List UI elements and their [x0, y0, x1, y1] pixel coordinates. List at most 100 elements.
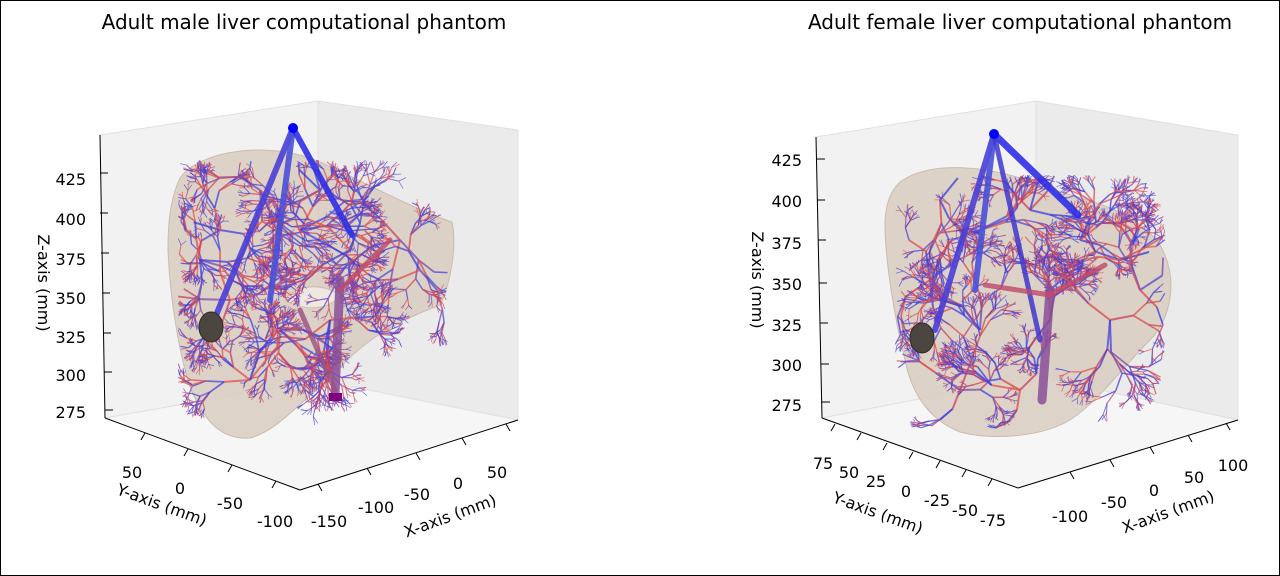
vessel-segment — [190, 235, 192, 244]
vessel-segment — [317, 338, 329, 347]
vessel-segment — [305, 260, 311, 263]
vessel-segment — [346, 178, 358, 187]
vessel-segment — [323, 386, 327, 397]
vessel-segment — [348, 202, 364, 206]
vessel-segment — [324, 278, 329, 283]
vessel-segment — [290, 272, 298, 276]
vessel-segment — [246, 332, 252, 335]
z-tick-label: 350 — [55, 289, 86, 308]
vessel-segment — [210, 218, 215, 222]
vessel-segment — [403, 298, 409, 305]
vessel-segment — [202, 222, 208, 227]
vessel-segment — [328, 267, 333, 270]
vessel-segment — [313, 197, 321, 202]
vessel-segment — [309, 378, 311, 385]
vessel-segment — [335, 192, 341, 200]
vessel-segment — [342, 362, 345, 369]
vessel-segment — [334, 220, 341, 226]
vessel-segment — [297, 391, 302, 396]
vessel-segment — [210, 170, 215, 172]
vessel-segment — [269, 204, 273, 209]
vessel-segment — [356, 276, 361, 284]
vessel-segment — [178, 327, 183, 333]
vessel-segment — [251, 273, 259, 277]
vessel-segment — [390, 321, 393, 325]
vessel-segment — [307, 294, 312, 298]
vessel-segment — [299, 215, 328, 231]
vessel-segment — [306, 378, 311, 383]
vessel-segment — [314, 373, 319, 378]
vessel-segment — [363, 218, 373, 227]
vessel-segment — [347, 183, 355, 192]
vessel-segment — [351, 254, 358, 260]
vessel-segment — [241, 268, 245, 273]
vessel-segment — [393, 317, 397, 323]
vessel-segment — [363, 225, 375, 232]
vessel-segment — [325, 227, 333, 232]
vessel-segment — [197, 163, 200, 170]
vessel-segment — [269, 236, 273, 239]
vessel-segment — [323, 218, 332, 222]
z-axis-line — [99, 134, 106, 419]
vessel-segment — [370, 294, 375, 304]
vessel-segment — [330, 271, 335, 275]
vessel-segment — [375, 228, 382, 235]
vessel-segment — [327, 402, 329, 409]
vessel-segment — [314, 377, 319, 381]
vessel-segment — [354, 172, 358, 187]
vessel-segment — [294, 184, 302, 190]
vessel-segment — [353, 164, 357, 172]
vessel-segment — [363, 269, 372, 272]
vessel-segment — [186, 341, 192, 344]
vessel-segment — [287, 267, 295, 270]
vessel-segment — [329, 240, 336, 247]
vessel-segment — [398, 340, 403, 348]
vessel-segment — [380, 293, 384, 305]
vessel-segment — [323, 246, 331, 248]
vessel-segment — [320, 270, 326, 273]
vessel-segment — [366, 162, 371, 171]
vessel-segment — [196, 358, 202, 367]
vessel-segment — [379, 176, 389, 180]
vessel-segment — [356, 161, 359, 167]
vessel-segment — [255, 300, 257, 306]
vessel-segment — [308, 391, 313, 397]
vessel-segment — [342, 342, 347, 344]
vessel-segment — [391, 321, 395, 327]
vessel-segment — [346, 238, 350, 244]
vessel-segment — [249, 390, 255, 394]
vessel-segment — [400, 320, 404, 325]
z-tick-label: 425 — [55, 170, 86, 189]
vessel-segment — [247, 344, 255, 348]
vessel-segment — [371, 309, 377, 314]
vessel-segment — [393, 336, 396, 342]
vessel-segment — [362, 317, 370, 320]
vessel-segment — [289, 293, 297, 296]
vessel-segment — [207, 162, 211, 168]
vessel-segment — [189, 339, 192, 344]
vessel-segment — [398, 177, 407, 182]
vessel-segment — [380, 260, 386, 263]
vessel-segment — [296, 270, 301, 274]
vessel-segment — [345, 324, 348, 329]
vessel-segment — [302, 207, 310, 220]
vessel-segment — [379, 265, 386, 270]
vessel-segment — [205, 380, 225, 383]
vessel-segment — [291, 232, 296, 234]
vessel-segment — [442, 303, 446, 310]
vessel-segment — [323, 315, 327, 322]
vessel-segment — [390, 341, 396, 345]
vessel-segment — [262, 264, 268, 268]
vessel-segment — [191, 365, 196, 372]
vessel-segment — [312, 399, 315, 407]
vessel-segment — [384, 350, 386, 357]
vessel-segment — [259, 397, 262, 403]
vessel-segment — [387, 178, 399, 182]
vessel-segment — [330, 231, 338, 235]
vessel-segment — [322, 252, 329, 259]
vessel-segment — [248, 395, 256, 399]
vessel-segment — [345, 165, 349, 175]
vessel-segment — [217, 284, 223, 290]
vessel-segment — [286, 267, 291, 272]
